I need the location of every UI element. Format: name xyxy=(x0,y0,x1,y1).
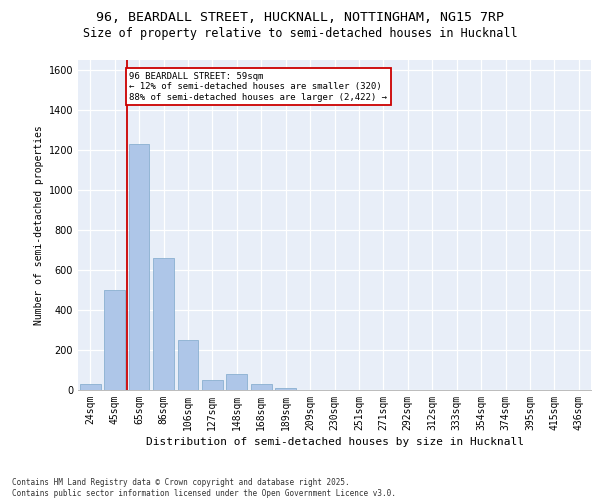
Y-axis label: Number of semi-detached properties: Number of semi-detached properties xyxy=(34,125,44,325)
Bar xyxy=(275,388,296,390)
Text: 96, BEARDALL STREET, HUCKNALL, NOTTINGHAM, NG15 7RP: 96, BEARDALL STREET, HUCKNALL, NOTTINGHA… xyxy=(96,11,504,24)
Bar xyxy=(202,380,223,390)
X-axis label: Distribution of semi-detached houses by size in Hucknall: Distribution of semi-detached houses by … xyxy=(146,437,523,447)
Bar xyxy=(80,384,101,390)
Bar xyxy=(128,144,149,390)
Text: 96 BEARDALL STREET: 59sqm
← 12% of semi-detached houses are smaller (320)
88% of: 96 BEARDALL STREET: 59sqm ← 12% of semi-… xyxy=(130,72,388,102)
Bar xyxy=(226,374,247,390)
Text: Size of property relative to semi-detached houses in Hucknall: Size of property relative to semi-detach… xyxy=(83,28,517,40)
Bar xyxy=(178,340,199,390)
Bar xyxy=(104,290,125,390)
Bar xyxy=(153,258,174,390)
Text: Contains HM Land Registry data © Crown copyright and database right 2025.
Contai: Contains HM Land Registry data © Crown c… xyxy=(12,478,396,498)
Bar xyxy=(251,384,272,390)
